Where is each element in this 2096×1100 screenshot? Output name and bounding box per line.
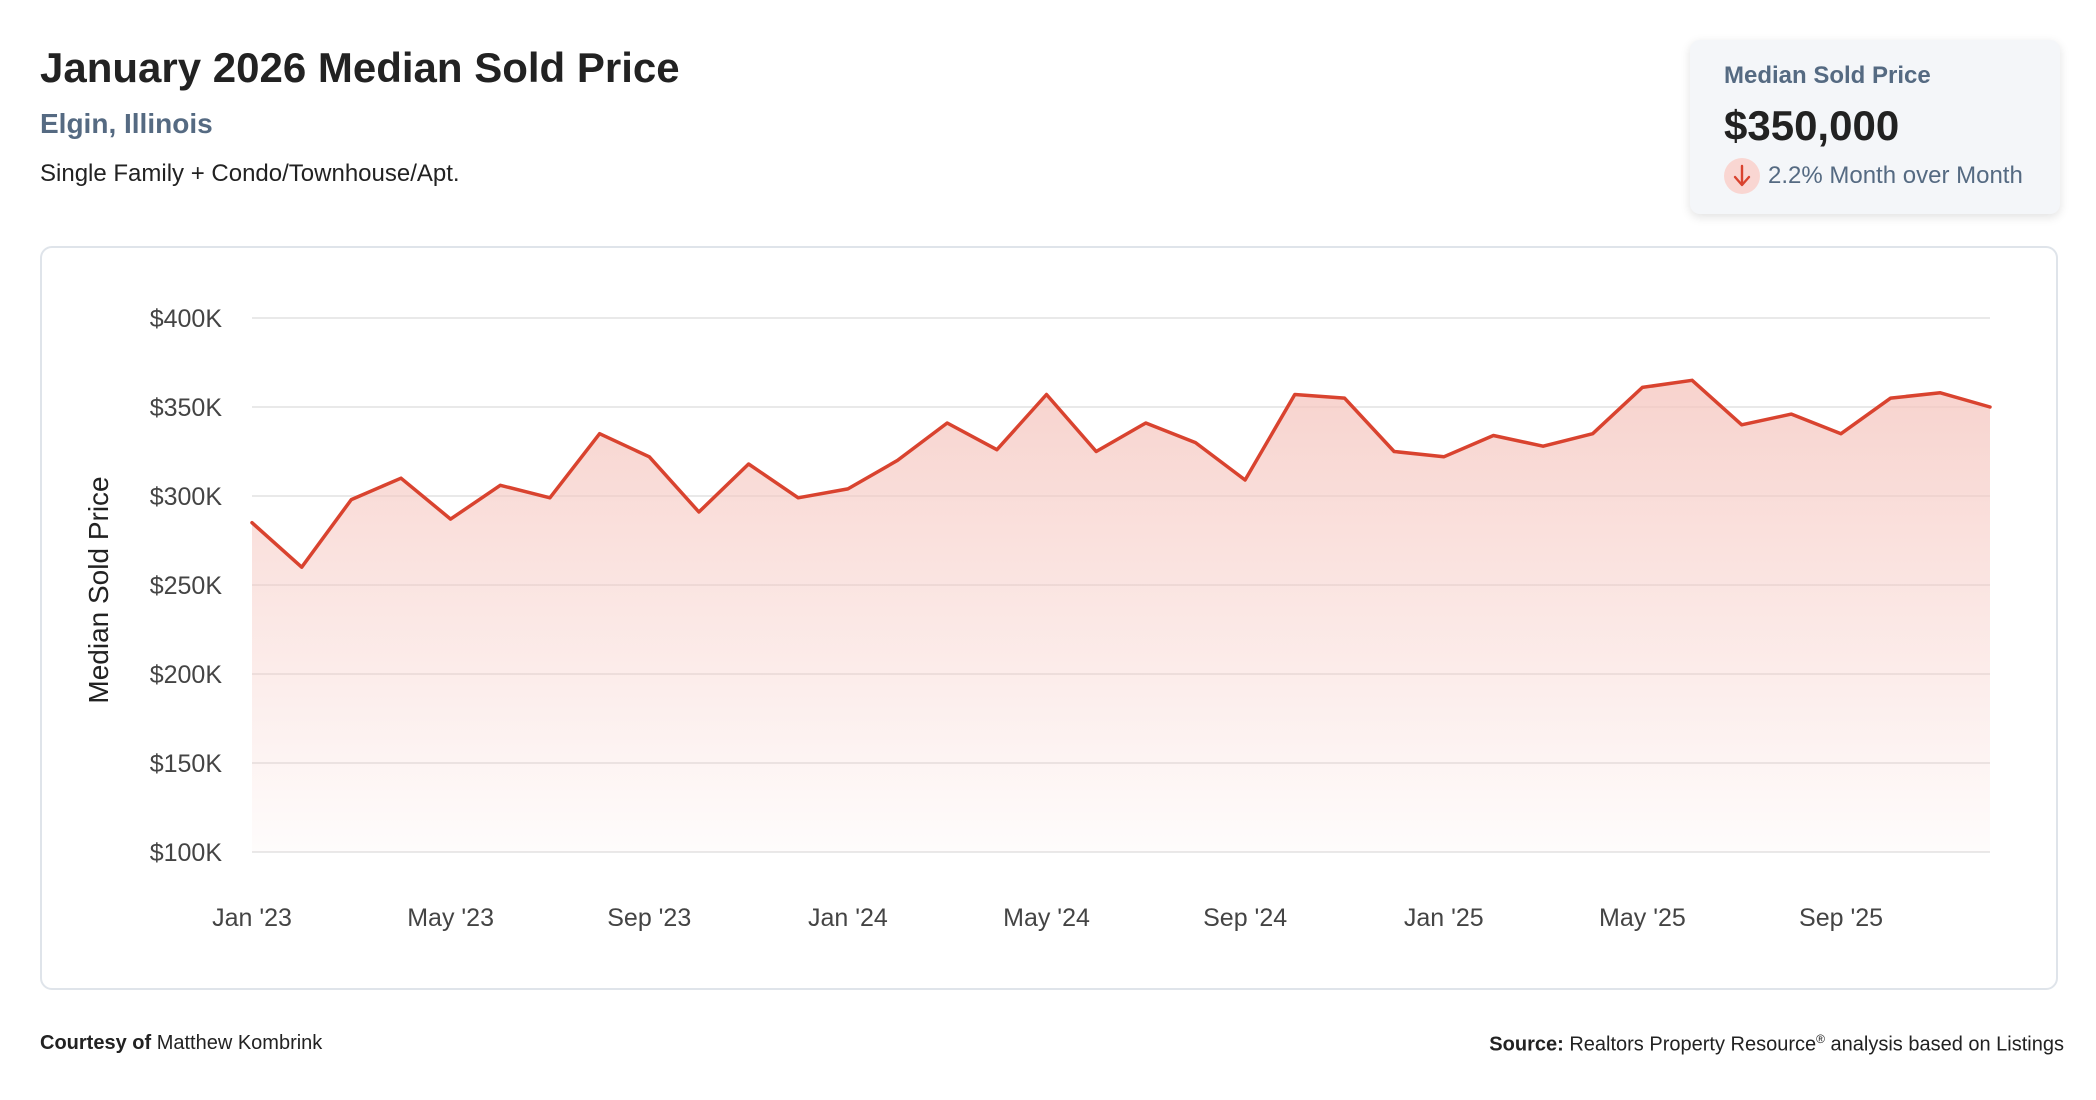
x-tick-label: May '24 [1003,904,1090,932]
page-title: January 2026 Median Sold Price [40,44,680,91]
x-tick-label: Jan '23 [212,904,292,932]
x-tick-label: Jan '25 [1404,904,1484,932]
x-tick-label: Jan '24 [808,904,888,932]
y-tick-label: $200K [150,661,223,689]
property-types: Single Family + Condo/Townhouse/Apt. [40,160,460,187]
stat-label: Median Sold Price [1724,62,1931,89]
courtesy-line: Courtesy of Matthew Kombrink [40,1032,322,1055]
price-series-line [250,378,1992,569]
x-tick-label: Sep '25 [1799,904,1883,932]
y-tick-label: $350K [150,394,223,422]
courtesy-name: Matthew Kombrink [156,1032,323,1054]
y-tick-label: $400K [150,305,223,333]
stat-change: 2.2% Month over Month [1724,158,2060,194]
x-tick-label: Sep '24 [1203,904,1287,932]
x-tick-label: Sep '23 [607,904,691,932]
registered-mark: ® [1816,1032,1825,1046]
y-tick-label: $150K [150,750,223,778]
stat-change-text: 2.2% Month over Month [1768,162,2023,189]
stat-value: $350,000 [1724,102,1900,149]
source-line: Source: Realtors Property Resource® anal… [1489,1032,2064,1057]
source-label: Source: [1489,1033,1564,1056]
y-tick-label: $250K [150,572,223,600]
courtesy-label: Courtesy of [40,1032,152,1054]
y-axis-title: Median Sold Price [83,476,114,703]
source-text: Realtors Property Resource [1569,1033,1817,1056]
source-text-tail: analysis based on Listings [1824,1033,2065,1056]
price-area-fill [252,380,1990,852]
x-tick-label: May '23 [407,904,494,932]
y-tick-label: $300K [150,483,223,511]
x-tick-label: May '25 [1599,904,1686,932]
median-price-stat-card: Median Sold Price $350,000 2.2% Month ov… [1690,40,2060,214]
y-tick-label: $100K [150,839,223,867]
location-subtitle: Elgin, Illinois [40,108,213,139]
arrow-down-icon [1724,158,1760,194]
